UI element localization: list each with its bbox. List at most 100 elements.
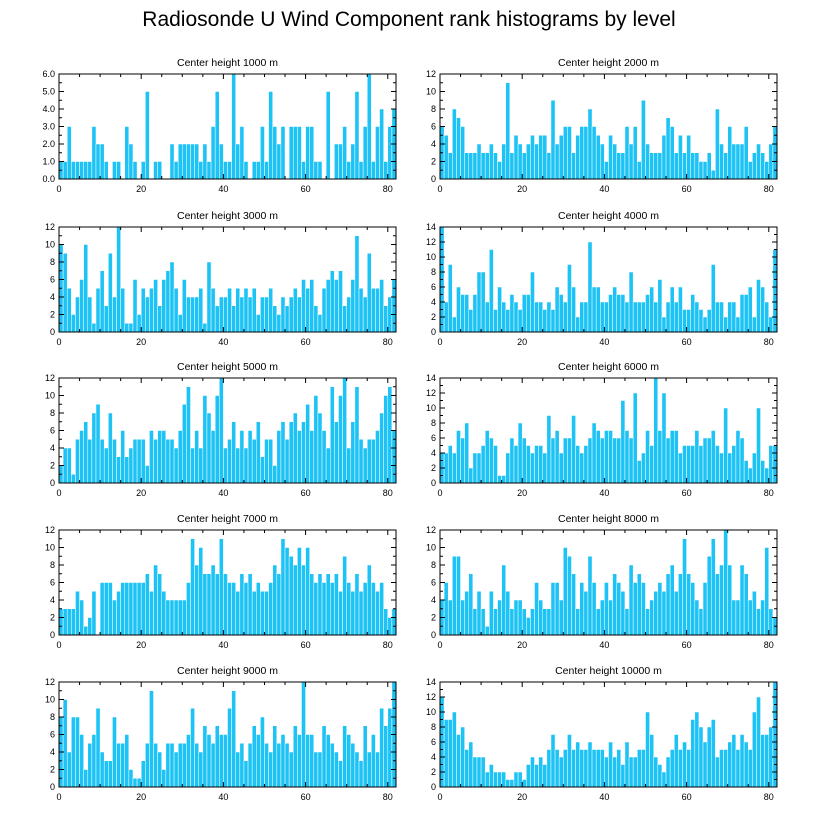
histogram-bar [346,582,352,636]
histogram-bar [214,395,220,484]
histogram-bar [550,309,556,333]
histogram-bar [620,400,626,484]
histogram-bar [206,734,212,788]
x-tick-label: 20 [517,640,527,650]
histogram-bar [554,749,560,788]
histogram-bar [301,681,306,788]
histogram-bar [108,760,113,788]
histogram-bar [464,749,470,788]
y-tick-label: 6 [50,578,55,588]
histogram-bar [698,161,704,180]
histogram-bar [747,467,753,484]
histogram-bar [600,143,605,180]
histogram-bar [132,279,138,333]
panel-title: Center height 3000 m [177,210,278,222]
histogram-bar [284,439,290,484]
histogram-bar [657,764,663,788]
histogram-bar [739,294,745,333]
y-tick-label: 0 [431,478,436,488]
histogram-bar [268,751,273,788]
histogram-bar [375,430,380,484]
y-tick-label: 2 [431,463,436,473]
histogram-bar [698,445,704,484]
histogram-bar [538,599,543,636]
x-tick-label: 40 [218,337,228,347]
y-tick-label: 6 [431,433,436,443]
y-tick-label: 8 [431,104,436,114]
histogram-bar [346,161,352,180]
histogram-bar [575,608,580,636]
histogram-bar [334,143,339,180]
histogram-bar [383,305,389,333]
histogram-bar [591,126,597,180]
x-tick-label: 40 [218,640,228,650]
histogram-bar [727,301,733,333]
histogram-bar [338,395,343,484]
histogram-bar [354,235,360,333]
y-tick-label: 8 [50,257,55,267]
histogram-bar [161,279,167,333]
x-tick-label: 60 [301,640,311,650]
histogram-bar [83,161,89,180]
y-tick-label: 8 [50,408,55,418]
histogram-bar [231,582,236,636]
y-tick-label: 12 [426,525,436,535]
histogram-bar [288,421,294,484]
histogram-bar [198,447,204,484]
histogram-bar [632,301,638,333]
histogram-bar [772,249,778,333]
histogram-bar [210,126,216,180]
histogram-bar [583,749,589,788]
histogram-bar [186,296,191,333]
histogram-bar [517,599,523,636]
histogram-bar [567,264,572,333]
histogram-bar [165,439,171,484]
histogram-bar [686,445,691,484]
histogram-bar [735,430,741,484]
histogram-bar [75,439,80,484]
histogram-bar [338,591,343,636]
y-tick-label: 0 [431,630,436,640]
histogram-bar [735,316,741,333]
histogram-bar [165,599,171,636]
histogram-bar [194,143,199,180]
histogram-bar [272,126,278,180]
histogram-bar [219,538,224,636]
y-tick-label: 8 [50,560,55,570]
histogram-bar [649,599,654,636]
histogram-bar [620,764,626,788]
histogram-bar [272,465,278,484]
histogram-bar [317,751,323,788]
histogram-bar [595,286,601,333]
histogram-bar [480,756,486,788]
histogram-bar [579,126,585,180]
histogram-bar [112,439,117,484]
histogram-bar [624,430,630,484]
histogram-bar [305,126,310,180]
histogram-bar [715,756,720,788]
histogram-bar [657,430,663,484]
y-tick-label: 6 [431,578,436,588]
histogram-bar [509,779,515,788]
histogram-bar [321,430,327,484]
histogram-bar [288,751,294,788]
histogram-bar [752,152,757,180]
histogram-bar [387,386,393,484]
histogram-bar [140,582,146,636]
x-tick-label: 20 [517,488,527,498]
histogram-bar [231,305,236,333]
histogram-bar [764,301,770,333]
histogram-bar [698,608,704,636]
histogram-bar [379,708,384,788]
histogram-bar [743,573,749,636]
y-tick-label: 10 [45,695,55,705]
histogram-bar [698,726,704,788]
histogram-bar [624,608,630,636]
x-tick-label: 20 [136,640,146,650]
histogram-bar [756,143,761,180]
histogram-bar [157,751,162,788]
histogram-bar [715,445,720,484]
y-tick-label: 6 [50,426,55,436]
y-tick-label: 2 [50,765,55,775]
histogram-bar [342,377,347,484]
